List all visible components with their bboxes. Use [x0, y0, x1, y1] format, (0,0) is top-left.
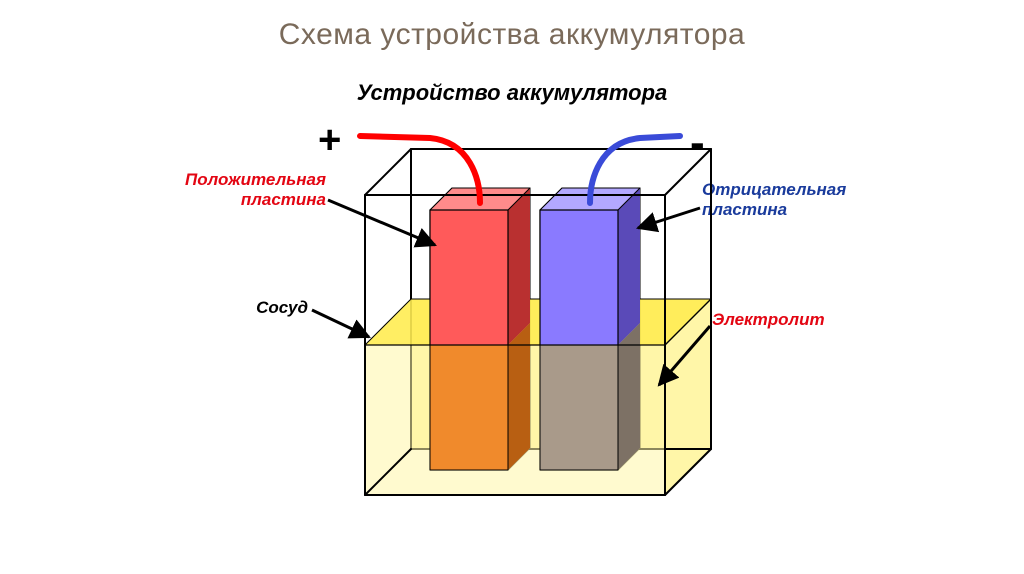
battery-svg — [150, 80, 874, 550]
diagram-stage: Устройство аккумулятора + - Положительна… — [150, 80, 874, 550]
page-title: Схема устройства аккумулятора — [0, 18, 1024, 52]
